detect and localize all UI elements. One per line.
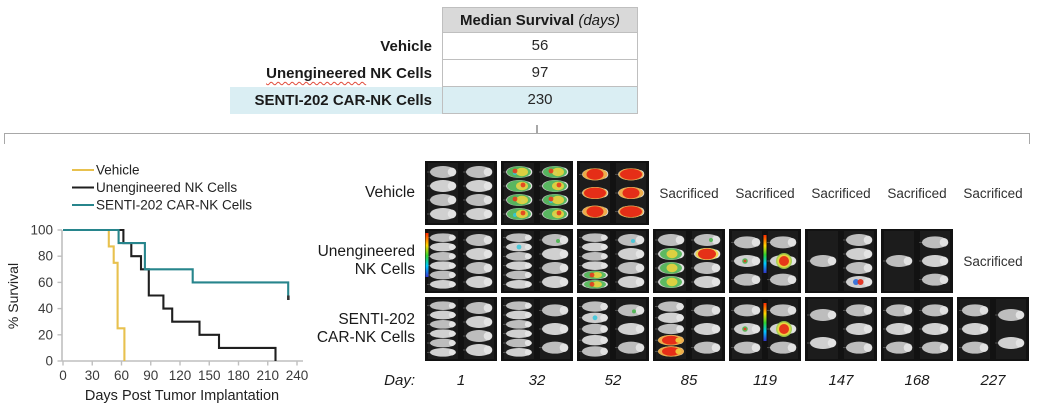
table-row-label: Unengineered NK Cells [266,65,432,82]
grid-row-label-line: SENTI-202 [338,311,415,329]
mouse-imaging-cell [805,229,877,293]
grouping-bracket-tick [536,125,538,134]
x-tick-label: 180 [227,368,250,383]
table-row: SENTI-202 CAR-NK Cells 230 [230,87,638,114]
grouping-bracket [4,133,1030,144]
mouse-imaging-cell [425,161,497,225]
grid-row-label: Unengineered NK Cells [303,229,421,293]
median-survival-table: Median Survival (days) Vehicle 56 Unengine… [230,7,638,114]
table-row: Vehicle 56 [230,33,638,60]
y-tick-label: 20 [38,327,53,342]
survival-chart: 0 20 40 60 80 100 0 30 60 90 120 150 180 210 240 % Surv… [5,163,309,405]
mouse-imaging-cell [805,297,877,361]
x-tick-label: 0 [59,368,67,383]
grid-row-label-line: NK Cells [354,261,415,278]
x-axis-label: Days Post Tumor Implantation [85,388,279,404]
y-tick-label: 40 [38,301,53,316]
sacrificed-label: Sacrificed [963,185,1023,201]
table-header-unit: (days) [578,12,621,29]
grid-row-label: SENTI-202 CAR-NK Cells [303,297,421,361]
mouse-imaging-cell [577,229,649,293]
mouse-imaging-cell [577,161,649,225]
table-header-row: Median Survival (days) [230,7,638,33]
y-tick-label: 100 [30,223,53,238]
mouse-imaging-cell [881,297,953,361]
grid-row-label-line: Unengineered [317,243,415,261]
mouse-imaging-cell [425,229,497,293]
y-tick-label: 60 [38,275,53,290]
day-number: 32 [528,371,546,389]
sacrificed-label: Sacrificed [887,185,947,201]
survival-curve [63,228,290,296]
x-tick-label: 30 [85,368,100,383]
y-axis-label: % Survival [5,263,21,329]
day-number: 85 [680,371,698,389]
survival-curve [63,228,126,361]
mouse-imaging-cell [653,229,725,293]
day-number: 147 [828,371,854,389]
legend-item: Vehicle [72,163,140,178]
x-tick-label: 90 [143,368,158,383]
mouse-imaging-cell [729,229,801,293]
mouse-imaging-cell [653,297,725,361]
table-header-title: Median Survival [459,12,575,29]
day-number: 119 [753,371,777,389]
legend-label: Vehicle [96,163,140,178]
mouse-imaging-cell [501,161,573,225]
table-header-spacer [230,7,442,33]
censor-tick [287,295,290,300]
mouse-imaging-cell [501,297,573,361]
mouse-imaging-cell [957,297,1029,361]
grid-row-label-line: CAR-NK Cells [316,329,415,346]
y-tick-label: 0 [45,354,53,369]
x-tick-label: 60 [114,368,129,383]
day-prefix-label: Day: [384,371,415,389]
mouse-imaging-cell [425,297,497,361]
legend-item: Unengineered NK Cells [72,180,237,195]
sacrificed-label: Sacrificed [963,253,1023,269]
mouse-imaging-cell [577,297,649,361]
day-number: 227 [980,371,1006,389]
misspell-underline: Unengineered [266,65,367,82]
grid-row-label: Vehicle [303,161,421,225]
table-row-label: SENTI-202 CAR-NK Cells [230,87,442,114]
y-tick-label: 80 [38,249,53,264]
day-number: 52 [604,371,622,389]
table-row-value: 56 [442,33,638,60]
bioluminescence-grid: Vehicle Sacrificed Sacrificed Sacrificed Sac… [303,161,1029,395]
table-header-cell: Median Survival (days) [442,7,638,33]
legend-item: SENTI-202 CAR-NK Cells [72,198,252,213]
table-row: Unengineered NK Cells 97 [230,60,638,87]
legend-label: SENTI-202 CAR-NK Cells [96,198,252,213]
mouse-imaging-cell [729,297,801,361]
x-tick-label: 240 [286,368,309,383]
survival-curve [63,228,277,361]
table-row-value: 230 [442,87,638,114]
table-row-label: Vehicle [380,38,432,55]
mouse-imaging-cell [881,229,953,293]
x-tick-label: 150 [198,368,221,383]
grid-row-label-line: Vehicle [365,184,415,202]
sacrificed-label: Sacrificed [659,185,719,201]
table-row-value: 97 [442,60,638,87]
mouse-imaging-cell [501,229,573,293]
legend-label: Unengineered NK Cells [96,180,237,195]
day-number: 1 [456,371,466,389]
sacrificed-label: Sacrificed [735,185,795,201]
x-tick-label: 210 [256,368,279,383]
sacrificed-label: Sacrificed [811,185,871,201]
x-tick-label: 120 [169,368,192,383]
day-number: 168 [904,371,930,389]
